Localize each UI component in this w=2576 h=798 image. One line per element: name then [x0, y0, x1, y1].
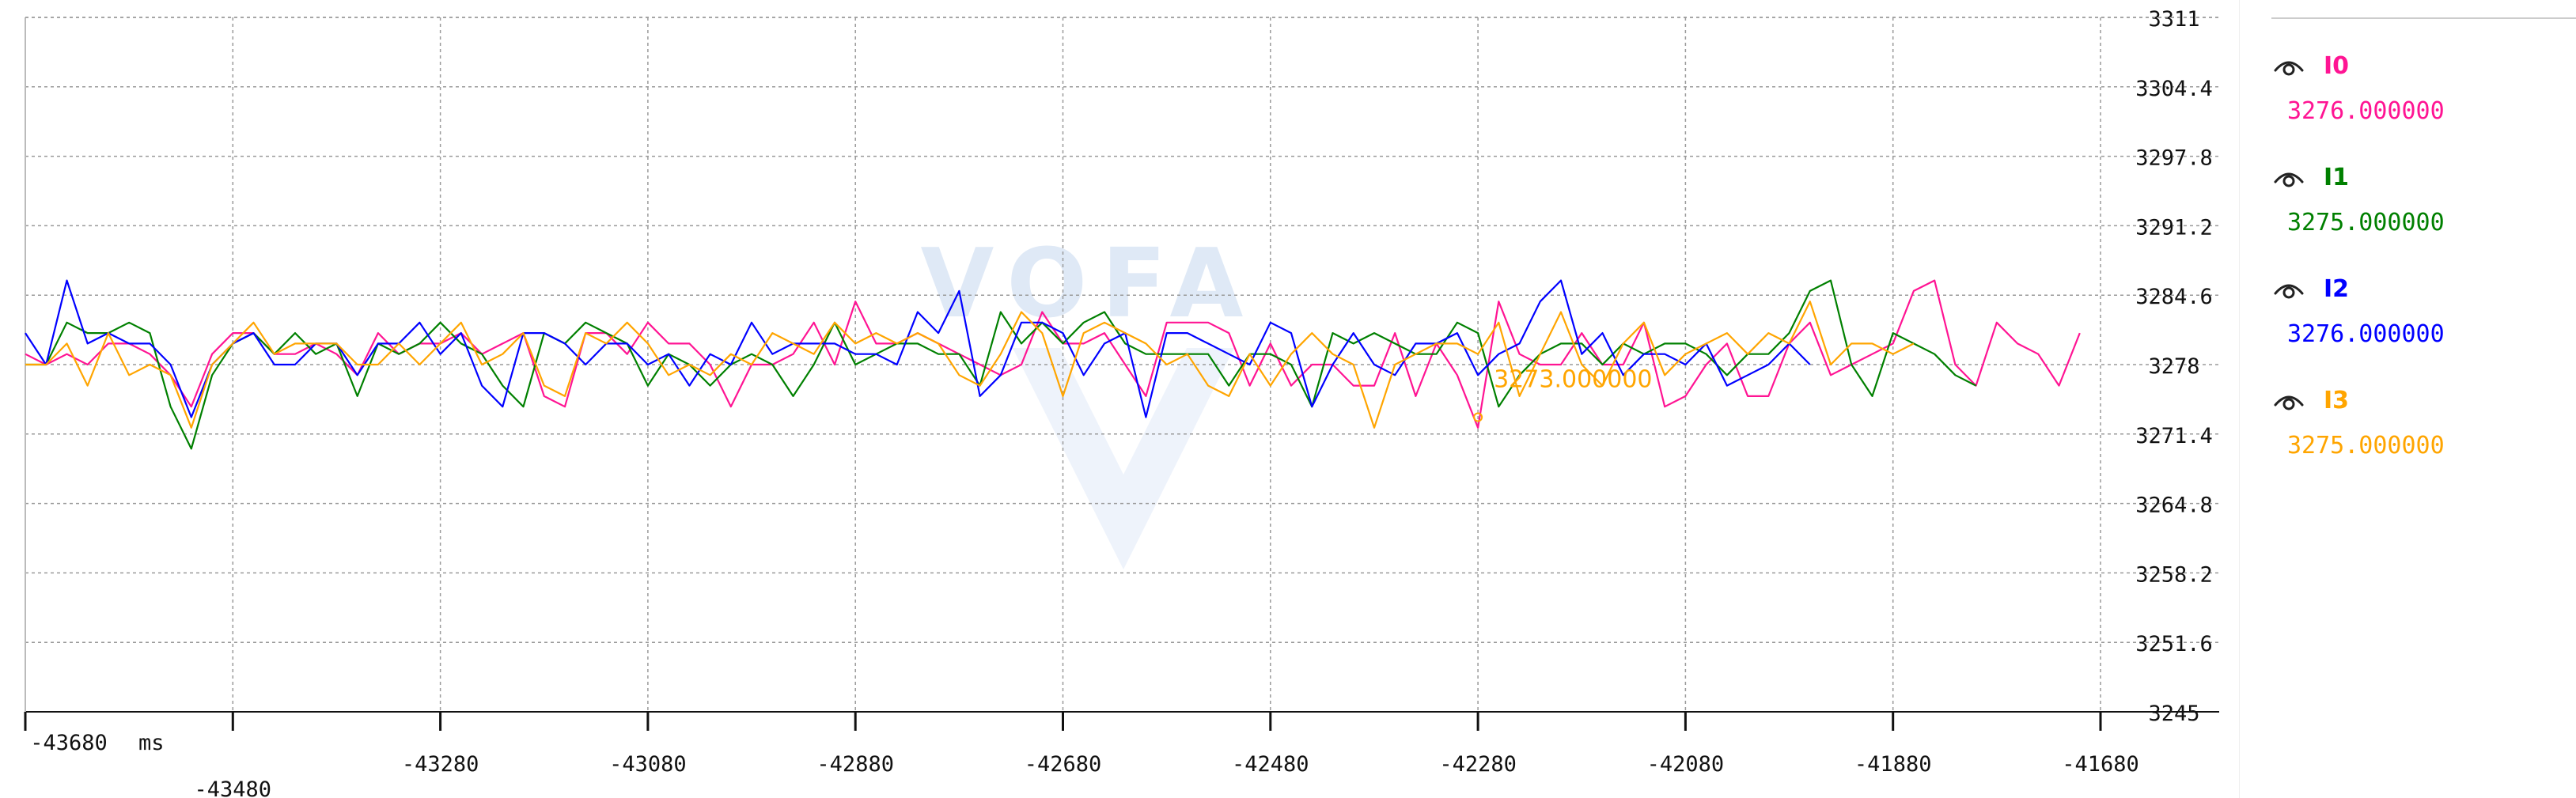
x-unit-label: ms — [138, 731, 165, 755]
eye-icon[interactable] — [2271, 271, 2306, 306]
channel-header[interactable]: I3 — [2271, 378, 2349, 422]
x-tick-label: -42080 — [1647, 752, 1725, 777]
waveform-chart[interactable]: VOFA 3311 3304.4 3297.8 3291.2 3284.6 3278 3271… — [0, 0, 2239, 798]
y-tick-label: 3304.4 — [2135, 77, 2213, 101]
x-tick-label: -43480 — [195, 777, 272, 798]
y-tick-label: 3251.6 — [2135, 632, 2213, 656]
hover-marker — [1473, 412, 1483, 422]
y-tick-label: 3284.6 — [2135, 285, 2213, 309]
plot-canvas[interactable]: VOFA 3311 3304.4 3297.8 3291.2 3284.6 3278 3271… — [0, 0, 2239, 798]
x-tick-label: -42480 — [1232, 752, 1309, 777]
x-tick-label: -43680 — [30, 731, 108, 755]
channel-header[interactable]: I2 — [2271, 267, 2349, 311]
channel-name: I3 — [2324, 386, 2350, 414]
eye-icon[interactable] — [2271, 48, 2306, 83]
x-tick-label: -43080 — [609, 752, 687, 777]
x-tick-label: -42680 — [1025, 752, 1102, 777]
y-tick-label: 3271.4 — [2135, 424, 2213, 448]
watermark-logo — [1013, 348, 1234, 569]
channel-I2[interactable]: I2 3276.000000 — [2271, 267, 2572, 369]
series-line-I1[interactable] — [25, 279, 1977, 450]
y-tick-label: 3258.2 — [2135, 562, 2213, 587]
y-tick-label: 3245 — [2148, 702, 2199, 726]
eye-icon[interactable] — [2271, 160, 2306, 195]
x-tick-label: -43280 — [402, 752, 479, 777]
y-tick-label: 3311 — [2148, 7, 2199, 32]
channel-value: 3275.000000 — [2287, 432, 2445, 460]
hover-value-label: 3273.000000 — [1494, 366, 1652, 394]
channel-I0[interactable]: I0 3276.000000 — [2271, 43, 2572, 146]
channel-I3[interactable]: I3 3275.000000 — [2271, 378, 2572, 481]
channel-name: I0 — [2324, 51, 2350, 80]
channel-I1[interactable]: I1 3275.000000 — [2271, 155, 2572, 258]
panel-divider — [2271, 17, 2576, 19]
series-line-I3[interactable] — [25, 301, 1915, 429]
channel-value: 3276.000000 — [2287, 97, 2445, 125]
eye-icon[interactable] — [2271, 383, 2306, 418]
channel-header[interactable]: I0 — [2271, 43, 2349, 88]
y-tick-label: 3278 — [2148, 354, 2199, 379]
x-tick-label: -41880 — [1854, 752, 1932, 777]
channel-value: 3276.000000 — [2287, 320, 2445, 348]
channel-header[interactable]: I1 — [2271, 155, 2349, 199]
y-tick-label: 3264.8 — [2135, 494, 2213, 518]
channel-value: 3275.000000 — [2287, 209, 2445, 236]
y-tick-label: 3291.2 — [2135, 215, 2213, 240]
x-tick-label: -41680 — [2062, 752, 2139, 777]
x-tick-label: -42280 — [1439, 752, 1517, 777]
channel-name: I1 — [2324, 163, 2350, 191]
watermark-text: VOFA — [921, 229, 1258, 339]
y-tick-label: 3297.8 — [2135, 146, 2213, 171]
channel-panel: I0 3276.000000 I1 3275.000000 I2 3276.000000 I… — [2239, 0, 2576, 798]
x-tick-label: -42880 — [816, 752, 894, 777]
channel-name: I2 — [2324, 274, 2350, 303]
